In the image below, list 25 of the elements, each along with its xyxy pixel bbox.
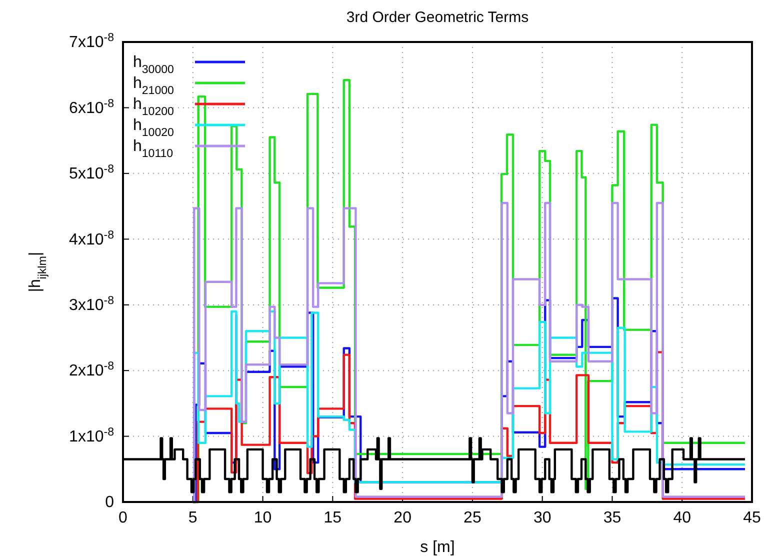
y-tick-label: 4x10$^{-8}$ xyxy=(69,229,114,248)
chart-title: 3rd Order Geometric Terms xyxy=(346,9,529,26)
y-tick-label: 6x10$^{-8}$ xyxy=(69,98,114,117)
y-tick-label: 2x10$^{-8}$ xyxy=(69,360,114,380)
x-tick-label: 10 xyxy=(254,509,272,526)
y-tick-label: 3x10$^{-8}$ xyxy=(69,294,114,314)
legend-label: h$_{30000}$ xyxy=(133,54,174,76)
x-tick-label: 15 xyxy=(324,509,342,526)
x-tick-label: 5 xyxy=(188,509,198,526)
legend-label: h$_{10020}$ xyxy=(133,117,174,139)
x-tick-label: 0 xyxy=(118,509,128,526)
x-axis-title: s [m] xyxy=(420,539,455,556)
y-tick-label: 0 xyxy=(105,494,114,512)
y-tick-label: 7x10$^{-8}$ xyxy=(69,32,114,52)
legend-label: h$_{21000}$ xyxy=(133,75,174,97)
legend-label: h$_{10200}$ xyxy=(133,96,174,118)
legend-label: h$_{10110}$ xyxy=(133,138,174,160)
y-tick-label: 5x10$^{-8}$ xyxy=(69,164,114,183)
x-tick-label: 20 xyxy=(394,509,412,526)
x-tick-label: 25 xyxy=(464,509,482,526)
x-tick-label: 45 xyxy=(743,509,761,526)
x-tick-label: 40 xyxy=(673,509,692,526)
y-tick-label: 1x10$^{-8}$ xyxy=(69,426,114,446)
x-tick-label: 30 xyxy=(533,509,552,526)
x-tick-label: 35 xyxy=(603,509,622,526)
